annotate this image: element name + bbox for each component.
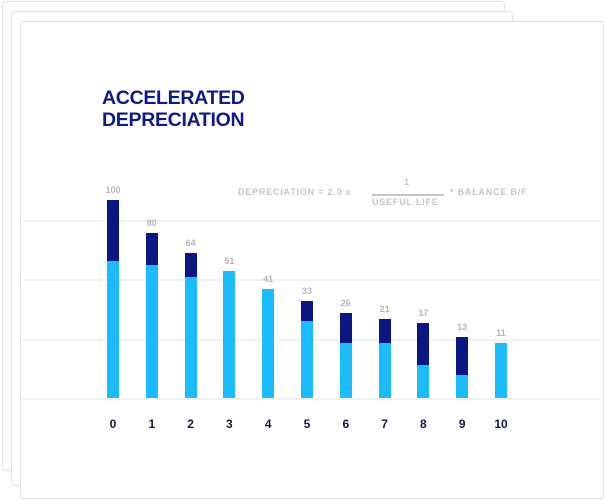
value-label: 17	[418, 307, 429, 318]
x-tick-label: 3	[226, 417, 233, 431]
bar-segment-light	[145, 265, 158, 399]
x-tick-label: 2	[187, 417, 194, 431]
bar-segment-dark	[301, 300, 313, 321]
bar-segment-dark	[107, 199, 119, 262]
bar-segment-light	[223, 271, 236, 399]
fraction-line	[372, 194, 444, 196]
bar-segment-light	[456, 374, 469, 399]
gridline	[22, 279, 600, 281]
chart-title: ACCELERATED DEPRECIATION	[102, 87, 245, 131]
value-label: 41	[263, 274, 274, 285]
x-tick-label: 7	[381, 417, 388, 431]
bar-segment-dark	[456, 336, 469, 375]
chart-title-line2: DEPRECIATION	[102, 109, 245, 131]
bar-segment-light	[262, 289, 275, 399]
x-tick-label: 4	[264, 417, 272, 431]
bar-segment-dark	[339, 312, 352, 343]
bar-segment-dark	[145, 233, 158, 266]
formula-numerator: 1	[404, 177, 410, 187]
x-tick-label: 10	[494, 417, 508, 431]
bar-segment-dark	[417, 322, 430, 365]
x-tick-label: 0	[109, 417, 117, 431]
value-label: 11	[496, 327, 506, 338]
x-tick-label: 6	[342, 417, 350, 431]
formula-denominator: USEFUL LIFE	[372, 197, 439, 207]
bar-segment-dark	[378, 318, 391, 343]
x-tick-label: 5	[303, 417, 311, 431]
value-label: 64	[185, 238, 196, 249]
value-label: 33	[301, 285, 312, 296]
bar-segment-light	[417, 364, 430, 399]
x-tick-label: 9	[458, 417, 466, 431]
gridline	[22, 220, 600, 222]
bar-segment-light	[184, 277, 197, 399]
chart-title-line1: ACCELERATED	[102, 87, 245, 109]
formula-left: DEPRECIATION = 2.0 x	[238, 187, 352, 197]
bar-segment-light	[495, 342, 507, 399]
value-label: 13	[457, 321, 468, 332]
bar-segment-light	[339, 342, 352, 399]
value-label: 100	[105, 184, 121, 195]
value-label: 51	[224, 256, 235, 267]
bar-segment-light	[378, 342, 391, 399]
x-tick-label: 8	[420, 417, 427, 431]
bar-segment-dark	[184, 253, 197, 278]
x-tick-label: 1	[148, 417, 156, 431]
value-label: 80	[146, 218, 157, 229]
bar-segment-light	[107, 261, 119, 399]
value-label: 26	[340, 297, 351, 308]
formula-right: * BALANCE B/F	[450, 187, 528, 197]
value-label: 21	[379, 303, 390, 314]
bar-segment-light	[301, 320, 313, 399]
baseline	[22, 398, 600, 400]
